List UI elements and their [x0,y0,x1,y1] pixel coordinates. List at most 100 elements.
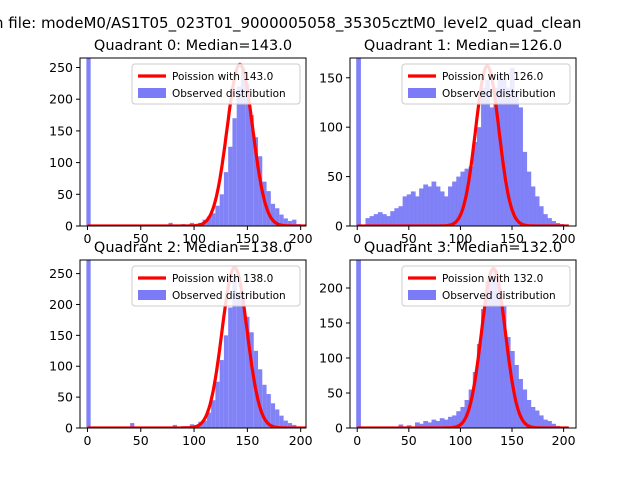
histogram-bar [439,418,445,428]
histogram-bar [206,216,212,226]
histogram-bar [460,407,466,428]
y-tick-label: 150 [319,70,343,85]
histogram-bar [211,213,216,226]
histogram-bar [526,400,532,428]
x-tick-label: 200 [289,231,313,246]
poisson-curve [86,265,306,428]
x-tick-label: 200 [552,433,576,448]
histogram-bar [468,389,474,428]
histogram-bar [219,194,224,226]
histogram-bar [530,407,536,428]
poisson-curve [86,62,306,226]
histogram-bar [439,191,445,226]
histogram-bar [236,86,241,226]
figure-suptitle: n file: modeM0/AS1T05_023T01_9000005058_… [0,14,581,33]
histogram-bar [381,214,387,226]
subplot-quadrant-3: Quadrant 3: Median=132.0 0 50 100 150 200 0 50 1… [319,240,577,448]
histogram-bar [460,171,466,226]
histogram-bar [410,191,416,226]
y-tick-label: 200 [319,281,343,296]
histogram-bar [530,186,536,226]
axes-frame [79,259,307,429]
legend: Poission with 143.0 Observed distribution [131,63,301,105]
histogram-bar [266,191,271,226]
histogram-bar [228,307,233,428]
histogram-bar [275,208,280,226]
y-tick-label: 250 [49,60,73,75]
legend-curve-label: Poission with 132.0 [442,273,543,285]
histogram-bar [279,214,284,226]
histogram-bar [551,221,556,226]
subplot-grid: Quadrant 0: Median=143.0 0 50 100 150 200 0 50 1… [49,38,577,448]
y-tick-label: 200 [49,92,73,107]
histogram-bar [394,208,400,226]
histogram-bar [206,412,212,428]
x-tick-label: 200 [289,433,313,448]
histogram-bar [427,186,433,226]
histogram-bar [534,410,540,428]
histogram-bar [472,372,478,428]
histogram-bar [497,288,503,428]
histogram-bar [419,188,424,226]
axes-frame [79,57,307,227]
histogram-bar [542,419,548,428]
legend-hist-swatch [138,290,166,300]
y-tick-label: 100 [319,120,343,135]
histogram-bar [356,260,361,428]
histogram-bar [236,292,241,428]
histogram-bar [534,196,540,226]
y-tick-label: 50 [327,169,343,184]
histogram-bar [292,219,297,226]
histogram-bar [130,423,135,428]
histogram-bar [518,107,523,226]
legend-curve-label: Poission with 143.0 [172,71,273,83]
histogram-bar [283,420,288,428]
y-tick-label: 150 [319,316,343,331]
histogram-bar [468,166,474,226]
histogram-bar [270,203,276,226]
histogram-bar [215,205,220,226]
subplot-quadrant-1: Quadrant 1: Median=126.0 0 50 100 150 200 0 50 1… [319,38,577,246]
x-tick-label: 0 [353,231,361,246]
subplot-title: Quadrant 2: Median=138.0 [94,240,292,256]
histogram-bar [228,146,233,226]
y-tick-label: 0 [65,219,73,234]
histogram-bar [262,384,267,428]
histogram-bar [283,218,288,226]
histogram-bar [373,214,379,226]
histogram-bar [526,171,532,226]
legend-curve-label: Poission with 138.0 [172,273,273,285]
histogram-bar [287,220,293,226]
x-tick-label: 50 [401,433,417,448]
histogram-bar [542,214,548,226]
y-tick-label: 100 [49,155,73,170]
histogram-bar [245,316,250,428]
histogram-bar [245,83,250,226]
subplot-quadrant-0: Quadrant 0: Median=143.0 0 50 100 150 200 0 50 1… [49,38,313,246]
legend-box [401,63,571,105]
histogram-bar [365,218,371,226]
x-tick-label: 0 [83,231,91,246]
histogram-bar [369,216,375,226]
x-tick-label: 100 [182,231,206,246]
histogram-bar [431,181,437,226]
legend-hist-label: Observed distribution [442,88,556,100]
legend-box [131,63,301,105]
histogram-bar [551,423,556,428]
histogram-bar [232,276,237,428]
histogram-bar [514,365,519,428]
histogram-bar [86,58,91,226]
histogram-bar [443,196,449,226]
y-tick-label: 0 [65,421,73,436]
histogram-bar [253,137,259,226]
y-tick-label: 0 [335,421,343,436]
histogram-bar [485,79,490,226]
histogram-bar [223,172,229,226]
histogram-bar [377,212,383,226]
legend-box [401,265,571,307]
histogram-bar [86,260,91,428]
histogram-bar [406,194,412,226]
y-tick-label: 150 [49,328,73,343]
x-tick-label: 100 [448,433,472,448]
x-tick-label: 50 [133,231,149,246]
